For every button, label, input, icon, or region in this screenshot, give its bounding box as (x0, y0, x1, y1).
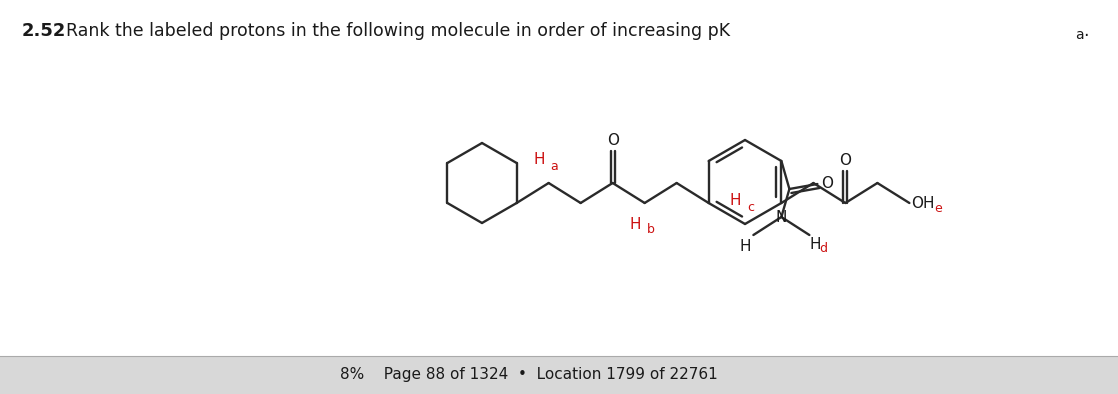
Text: d: d (819, 242, 827, 255)
Text: N: N (776, 210, 787, 225)
Text: 2.52: 2.52 (22, 22, 66, 40)
Text: Rank the labeled protons in the following molecule in order of increasing pK: Rank the labeled protons in the followin… (55, 22, 730, 40)
Text: H: H (740, 239, 751, 254)
Text: O: O (822, 177, 833, 191)
Text: H: H (730, 193, 741, 208)
Text: OH: OH (911, 195, 935, 210)
Text: a: a (551, 160, 558, 173)
Text: O: O (607, 133, 618, 148)
Text: .: . (1083, 22, 1089, 40)
Text: e: e (935, 201, 942, 214)
Text: c: c (747, 201, 754, 214)
Text: O: O (840, 153, 852, 168)
Text: H: H (629, 217, 641, 232)
Text: H: H (809, 237, 821, 252)
Text: a: a (1076, 28, 1083, 42)
Text: b: b (646, 223, 654, 236)
Text: 8%    Page 88 of 1324  •  Location 1799 of 22761: 8% Page 88 of 1324 • Location 1799 of 22… (340, 366, 718, 381)
Text: H: H (533, 152, 544, 167)
